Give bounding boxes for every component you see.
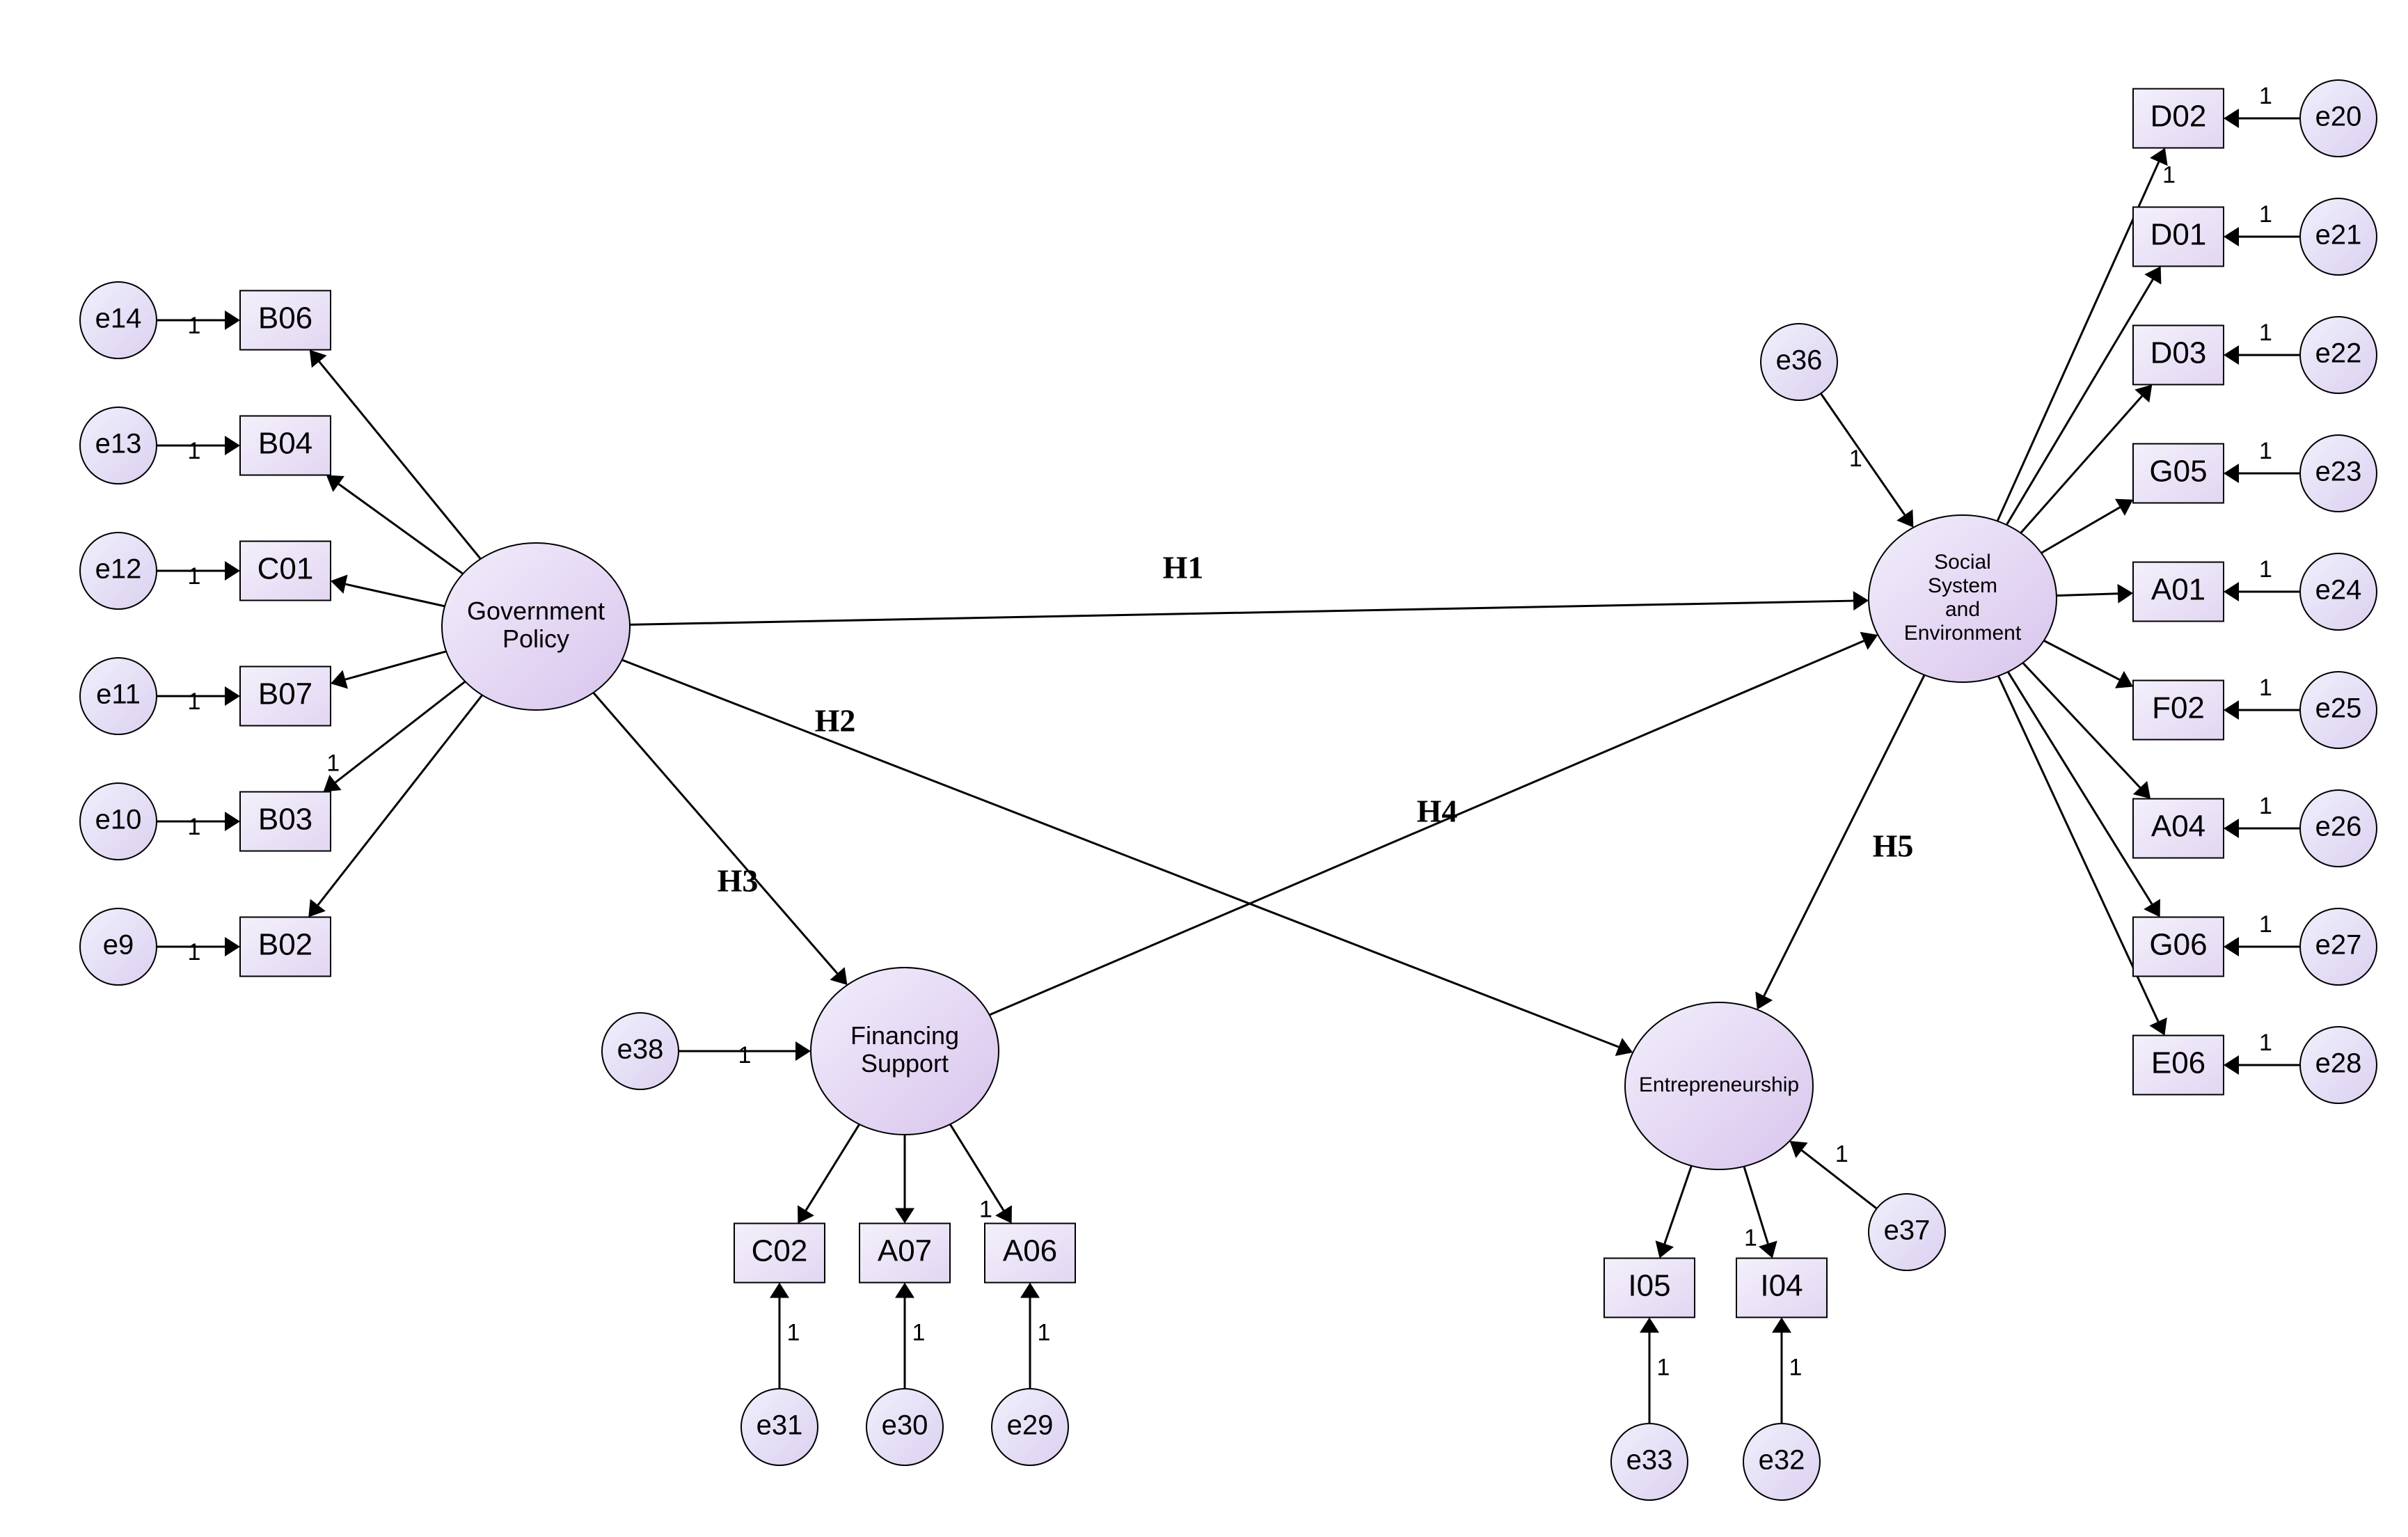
loading-fixed-I04: 1	[1744, 1225, 1757, 1252]
shapes-layer	[80, 80, 2377, 1500]
error-weight-e32: 1	[1789, 1354, 1803, 1380]
indicator-B03-label: B03	[258, 803, 312, 837]
error-e22-label: e22	[2315, 338, 2362, 369]
error-e21-label: e21	[2315, 220, 2362, 251]
error-weight-e11: 1	[188, 688, 201, 715]
error-weight-e28: 1	[2259, 1030, 2272, 1056]
disturbance-weight-e36: 1	[1849, 446, 1862, 472]
disturbance-weight-e37: 1	[1835, 1141, 1848, 1167]
error-weight-e21: 1	[2259, 201, 2272, 228]
indicator-I04-label: I04	[1760, 1269, 1803, 1303]
error-e10-label: e10	[95, 805, 142, 835]
error-e25-label: e25	[2315, 693, 2362, 724]
error-weight-e20: 1	[2259, 83, 2272, 109]
indicator-G06-label: G06	[2149, 928, 2207, 962]
latent-ent-label: Entrepreneurship	[1639, 1073, 1799, 1096]
error-e31-label: e31	[757, 1410, 803, 1441]
disturbance-weight-e38: 1	[738, 1042, 752, 1069]
error-weight-e30: 1	[912, 1319, 926, 1346]
path-label-H3: H3	[718, 863, 759, 899]
indicator-B02-label: B02	[258, 928, 312, 962]
indicator-B07-label: B07	[258, 677, 312, 711]
labels-layer: GovernmentPolicyFinancingSupportSocialSy…	[95, 83, 2362, 1476]
error-weight-e25: 1	[2259, 675, 2272, 701]
error-e32-label: e32	[1759, 1445, 1805, 1476]
error-e33-label: e33	[1626, 1445, 1673, 1476]
error-e14-label: e14	[95, 304, 142, 334]
error-weight-e33: 1	[1657, 1354, 1670, 1380]
indicator-C02-label: C02	[752, 1234, 808, 1268]
error-weight-e23: 1	[2259, 438, 2272, 464]
error-e12-label: e12	[95, 554, 142, 585]
arrows-layer	[157, 109, 2300, 1424]
error-e23-label: e23	[2315, 457, 2362, 487]
path-label-H5: H5	[1873, 828, 1914, 864]
error-weight-e29: 1	[1038, 1319, 1051, 1346]
indicator-A04-label: A04	[2151, 810, 2205, 844]
loading-fixed-D02: 1	[2162, 161, 2176, 188]
indicator-E06-label: E06	[2151, 1046, 2205, 1080]
indicator-I05-label: I05	[1628, 1269, 1670, 1303]
error-e20-label: e20	[2315, 102, 2362, 132]
error-e13-label: e13	[95, 429, 142, 459]
error-e11-label: e11	[96, 679, 141, 710]
path-label-H1: H1	[1163, 550, 1204, 585]
error-weight-e9: 1	[188, 939, 201, 965]
path-label-H2: H2	[815, 703, 856, 739]
error-e37-label: e37	[1884, 1215, 1931, 1246]
indicator-A01-label: A01	[2151, 573, 2205, 607]
error-weight-e26: 1	[2259, 793, 2272, 819]
loading-fixed-A06: 1	[979, 1196, 992, 1222]
indicator-G05-label: G05	[2149, 455, 2207, 489]
error-e29-label: e29	[1007, 1410, 1054, 1441]
error-weight-e22: 1	[2259, 320, 2272, 346]
error-e9-label: e9	[103, 930, 134, 961]
error-e28-label: e28	[2315, 1048, 2362, 1079]
loading-fixed-B03: 1	[326, 750, 340, 777]
error-e24-label: e24	[2315, 575, 2362, 606]
latent-fin-label: FinancingSupport	[850, 1021, 959, 1078]
sem-path-diagram: GovernmentPolicyFinancingSupportSocialSy…	[0, 0, 2408, 1537]
error-weight-e12: 1	[188, 563, 201, 590]
indicator-A07-label: A07	[878, 1234, 932, 1268]
error-e38-label: e38	[617, 1034, 664, 1065]
indicator-B04-label: B04	[258, 427, 312, 461]
error-e36-label: e36	[1776, 345, 1823, 376]
error-weight-e14: 1	[188, 313, 201, 339]
error-e27-label: e27	[2315, 930, 2362, 961]
indicator-C01-label: C01	[258, 552, 314, 586]
error-weight-e31: 1	[787, 1319, 800, 1346]
indicator-D01-label: D01	[2150, 218, 2207, 252]
error-weight-e13: 1	[188, 438, 201, 464]
error-weight-e27: 1	[2259, 911, 2272, 938]
indicator-F02-label: F02	[2152, 691, 2205, 725]
error-weight-e24: 1	[2259, 556, 2272, 583]
indicator-B06-label: B06	[258, 301, 312, 336]
error-e30-label: e30	[882, 1410, 928, 1441]
error-e26-label: e26	[2315, 812, 2362, 842]
indicator-D02-label: D02	[2150, 100, 2207, 134]
path-label-H4: H4	[1417, 794, 1458, 829]
error-weight-e10: 1	[188, 814, 201, 840]
indicator-A06-label: A06	[1003, 1234, 1057, 1268]
indicator-D03-label: D03	[2150, 336, 2207, 370]
